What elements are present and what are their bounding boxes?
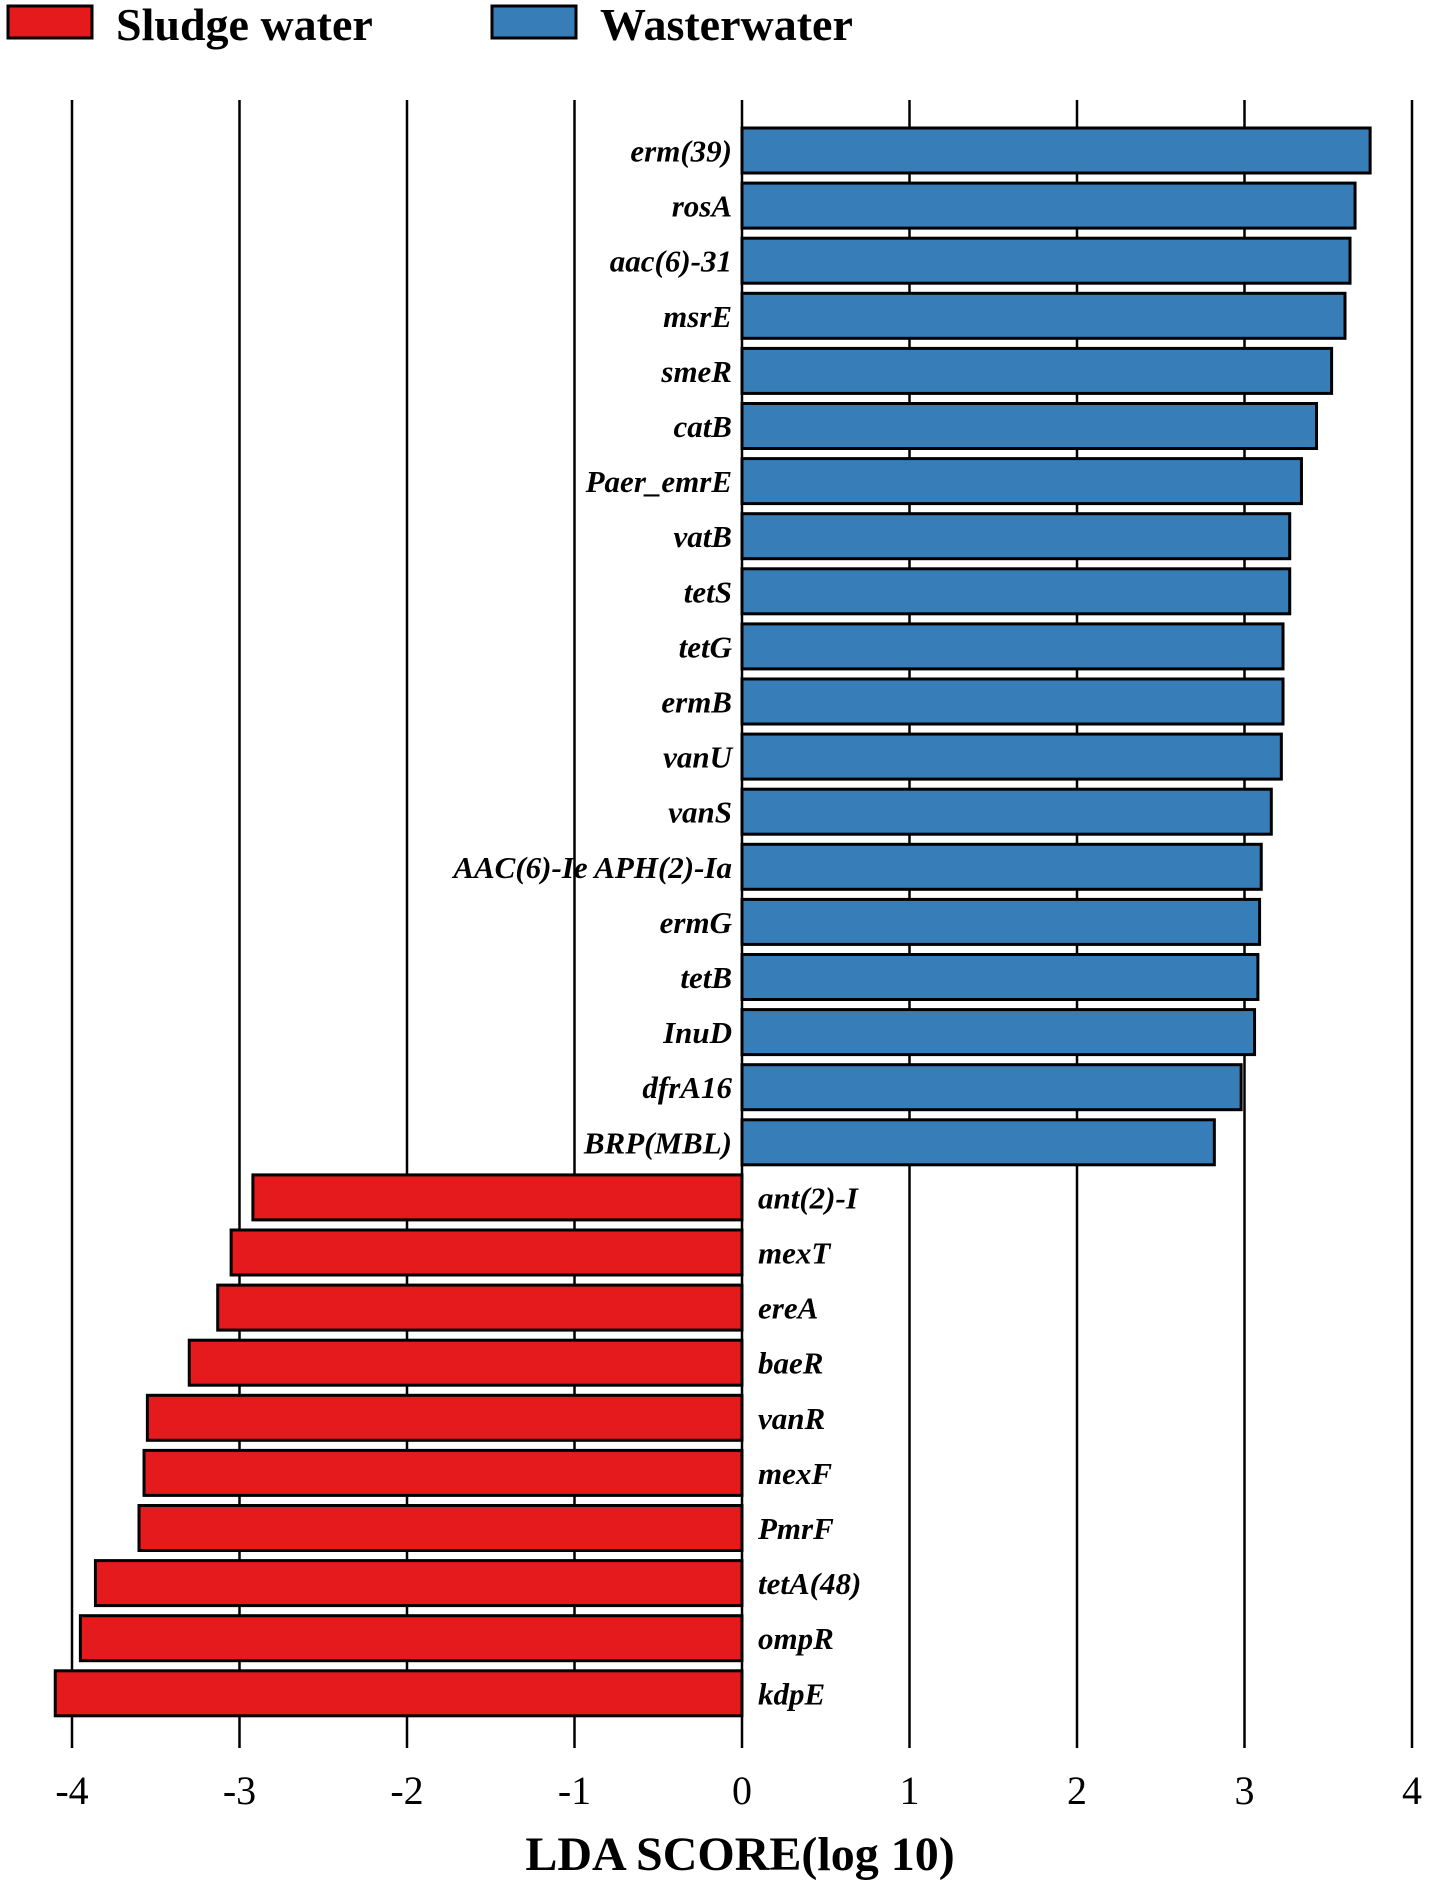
bar	[740, 732, 1283, 781]
bar	[740, 402, 1319, 450]
bar-label: AAC(6)-Ie APH(2)-Ia	[451, 850, 732, 885]
bar-label: InuD	[662, 1015, 732, 1050]
bar-label: rosA	[672, 189, 732, 224]
bar-label: ermG	[660, 905, 733, 940]
legend-swatch	[490, 4, 578, 40]
bar	[740, 1118, 1216, 1167]
bar-label: mexT	[758, 1236, 831, 1271]
bar	[740, 677, 1285, 726]
bar-label: tetS	[684, 574, 732, 609]
bar	[740, 622, 1285, 671]
bar-label: BRP(MBL)	[583, 1125, 732, 1160]
bar-label: tetG	[679, 629, 733, 664]
bar-label: kdpE	[758, 1676, 825, 1711]
bar	[93, 1559, 744, 1608]
bar	[740, 346, 1334, 395]
bar	[229, 1228, 744, 1277]
bar-label: mexF	[758, 1456, 832, 1491]
tick-label: 4	[1402, 1768, 1422, 1813]
tick-label: -4	[55, 1768, 88, 1813]
bar-label: tetB	[680, 960, 732, 995]
tick-label: -1	[558, 1768, 591, 1813]
bar-label: smeR	[660, 354, 732, 389]
tick-label: 3	[1235, 1768, 1255, 1813]
bar	[740, 181, 1357, 230]
bar	[740, 1008, 1257, 1057]
tick-label: 1	[900, 1768, 920, 1813]
bar	[740, 1063, 1243, 1112]
bar	[740, 291, 1347, 340]
legend-label: Wasterwater	[600, 0, 853, 50]
bar	[216, 1283, 744, 1332]
bar-label: ereA	[758, 1291, 818, 1326]
bar-labels: erm(39) rosA aac(6)-31 msrE smeR catB Paer_emr…	[451, 134, 861, 1712]
legend-label: Sludge water	[116, 0, 373, 50]
bar-label: erm(39)	[630, 134, 732, 169]
bar	[740, 787, 1273, 836]
x-axis: -4 -3 -2 -1 0 1 2 3 4	[55, 1768, 1422, 1813]
legend-swatch	[6, 4, 94, 40]
bar	[740, 897, 1262, 946]
bar	[740, 512, 1292, 561]
bar	[740, 457, 1303, 506]
bar-label: ermB	[661, 685, 732, 720]
bar	[740, 567, 1292, 616]
bar	[740, 126, 1372, 175]
bar-label: ompR	[758, 1621, 834, 1656]
x-axis-title: LDA SCORE(log 10)	[525, 1828, 954, 1881]
bar	[740, 842, 1263, 891]
tick-label: 0	[732, 1768, 752, 1813]
bar	[251, 1173, 744, 1222]
bar	[187, 1338, 744, 1387]
bar	[137, 1504, 744, 1552]
bar	[145, 1393, 744, 1442]
bar-label: dfrA16	[642, 1070, 732, 1105]
bar	[740, 953, 1260, 1001]
bar-label: PmrF	[757, 1511, 834, 1546]
bar	[78, 1614, 744, 1663]
bar-label: aac(6)-31	[610, 244, 732, 279]
bar-label: baeR	[758, 1346, 823, 1381]
tick-label: -2	[390, 1768, 423, 1813]
bar	[142, 1448, 744, 1497]
bar	[740, 236, 1352, 285]
bar-label: vatB	[673, 519, 732, 554]
bar-label: msrE	[663, 299, 732, 334]
bar-label: tetA(48)	[758, 1566, 861, 1601]
tick-label: 2	[1067, 1768, 1087, 1813]
bar-label: vanS	[668, 795, 732, 830]
tick-label: -3	[223, 1768, 256, 1813]
bar-label: catB	[673, 409, 732, 444]
legend: Sludge water Wasterwater	[6, 0, 853, 50]
bar	[53, 1669, 744, 1718]
bar-label: vanU	[663, 740, 734, 775]
bar-label: Paer_emrE	[585, 464, 732, 499]
bar-label: vanR	[758, 1401, 825, 1436]
bar-label: ant(2)-I	[758, 1180, 859, 1215]
bars	[53, 126, 1372, 1718]
